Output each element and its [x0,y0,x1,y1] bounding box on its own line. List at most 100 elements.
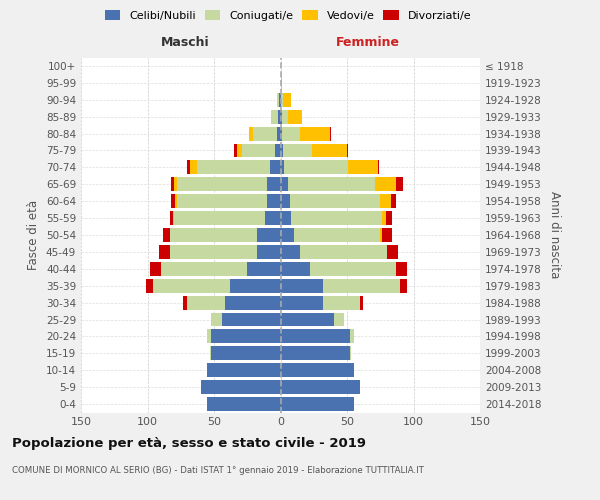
Bar [301,126,330,140]
Bar [400,279,407,292]
Bar [236,144,242,158]
Bar [265,211,281,225]
Bar [281,397,353,411]
Bar [275,144,281,158]
Bar [211,312,222,326]
Text: Femmine: Femmine [336,36,400,49]
Bar [380,194,391,208]
Bar [257,245,281,259]
Bar [386,211,392,225]
Bar [230,279,281,292]
Bar [211,330,281,344]
Bar [323,296,360,310]
Bar [377,160,379,174]
Y-axis label: Fasce di età: Fasce di età [28,200,40,270]
Bar [253,126,277,140]
Bar [283,93,291,106]
Bar [301,245,387,259]
Bar [208,364,281,377]
Bar [174,178,177,191]
Bar [283,144,313,158]
Bar [270,160,281,174]
Bar [267,178,281,191]
Bar [177,178,267,191]
Bar [349,160,377,174]
Bar [281,126,282,140]
Bar [211,346,281,360]
Bar [177,194,267,208]
Bar [277,93,279,106]
Bar [284,160,349,174]
Bar [248,126,253,140]
Bar [184,296,187,310]
Bar [330,126,331,140]
Bar [281,194,290,208]
Legend: Celibi/Nubili, Coniugati/e, Vedovi/e, Divorziati/e: Celibi/Nubili, Coniugati/e, Vedovi/e, Di… [100,6,476,25]
Bar [391,194,396,208]
Y-axis label: Anni di nascita: Anni di nascita [548,192,561,278]
Bar [208,330,211,344]
Bar [277,126,281,140]
Bar [172,178,174,191]
Bar [281,312,334,326]
Bar [396,178,403,191]
Bar [334,312,344,326]
Bar [172,194,175,208]
Bar [187,160,190,174]
Bar [382,228,392,242]
Bar [282,110,289,124]
Bar [278,110,281,124]
Bar [281,346,350,360]
Bar [347,144,349,158]
Bar [187,296,224,310]
Bar [146,279,153,292]
Bar [174,211,265,225]
Bar [290,194,380,208]
Bar [281,93,283,106]
Bar [281,262,310,276]
Bar [190,160,197,174]
Bar [323,279,400,292]
Bar [210,346,211,360]
Bar [380,228,382,242]
Bar [170,211,173,225]
Bar [289,110,302,124]
Bar [247,262,281,276]
Bar [160,245,170,259]
Bar [281,245,301,259]
Bar [282,126,301,140]
Bar [170,228,257,242]
Bar [257,228,281,242]
Bar [281,364,353,377]
Bar [208,397,281,411]
Bar [271,110,278,124]
Bar [281,110,282,124]
Bar [281,380,360,394]
Bar [267,194,281,208]
Bar [291,211,382,225]
Bar [360,296,363,310]
Text: COMUNE DI MORNICO AL SERIO (BG) - Dati ISTAT 1° gennaio 2019 - Elaborazione TUTT: COMUNE DI MORNICO AL SERIO (BG) - Dati I… [12,466,424,475]
Bar [200,380,281,394]
Bar [222,312,281,326]
Bar [350,346,351,360]
Bar [234,144,236,158]
Bar [281,211,291,225]
Bar [242,144,275,158]
Text: Popolazione per età, sesso e stato civile - 2019: Popolazione per età, sesso e stato civil… [12,438,366,450]
Text: Maschi: Maschi [160,36,209,49]
Bar [281,228,294,242]
Bar [161,262,247,276]
Bar [313,144,347,158]
Bar [279,93,281,106]
Bar [375,178,396,191]
Bar [294,228,380,242]
Bar [396,262,407,276]
Bar [281,279,323,292]
Bar [387,245,398,259]
Bar [281,144,283,158]
Bar [350,330,353,344]
Bar [281,160,284,174]
Bar [224,296,281,310]
Bar [163,228,170,242]
